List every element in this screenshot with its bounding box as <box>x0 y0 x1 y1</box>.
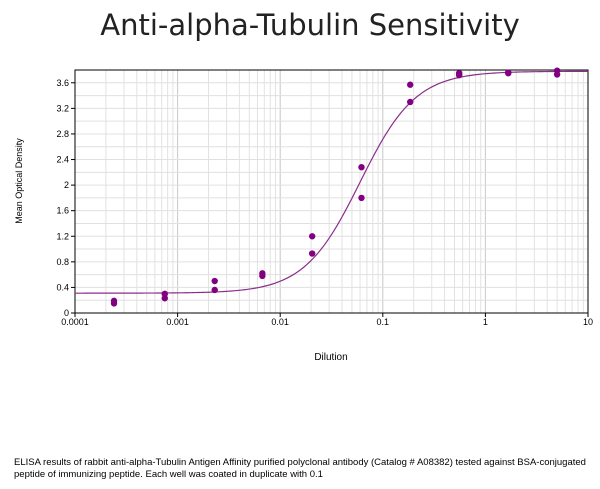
x-tick-label: 10 <box>583 317 593 327</box>
data-point <box>308 233 316 240</box>
y-tick-label: 3.6 <box>56 78 69 88</box>
data-point <box>358 164 365 171</box>
data-point <box>505 69 512 77</box>
x-tick-label: 0.0001 <box>61 317 89 327</box>
y-tick-label: 1.6 <box>56 206 69 216</box>
figure-caption: ELISA results of rabbit anti-alpha-Tubul… <box>14 457 586 480</box>
grid-lines <box>74 70 588 313</box>
x-tick-label: 1 <box>483 317 488 327</box>
y-tick-label: 2 <box>64 180 69 190</box>
data-point <box>553 71 561 78</box>
fit-curve <box>75 70 589 294</box>
data-points <box>110 67 561 307</box>
data-point <box>308 250 316 257</box>
data-point <box>161 290 168 298</box>
plot-frame <box>74 69 589 314</box>
chart-plot: 0.0001 0.001 0.01 0.1 1 10 0 0.4 0.8 1.2 1.6 2 2.4 2… <box>14 67 593 363</box>
y-tick-label: 1.2 <box>56 231 69 241</box>
data-point <box>358 194 365 202</box>
x-tick-label: 0.01 <box>271 317 289 327</box>
x-tick-label: 0.001 <box>166 317 189 327</box>
y-tick-label: 0 <box>64 308 69 318</box>
y-tick-label: 3.2 <box>56 103 69 113</box>
y-tick-label: 2.4 <box>56 155 69 165</box>
data-point <box>211 277 218 285</box>
data-point <box>259 272 266 280</box>
x-axis-label: Dilution <box>314 352 347 363</box>
data-point <box>407 98 414 106</box>
data-point <box>110 300 118 307</box>
y-tick-label: 0.8 <box>56 257 69 267</box>
data-point <box>455 71 463 79</box>
y-axis-label: Mean Optical Density <box>14 138 24 224</box>
chart-title: Anti-alpha-Tubulin Sensitivity <box>100 8 520 42</box>
x-ticks: 0.0001 0.001 0.01 0.1 1 10 <box>61 313 593 327</box>
data-point <box>407 81 414 88</box>
data-point <box>161 295 168 302</box>
x-tick-label: 0.1 <box>377 317 390 327</box>
y-tick-label: 0.4 <box>56 282 69 292</box>
y-tick-label: 2.8 <box>56 129 69 139</box>
data-point <box>211 286 218 294</box>
y-ticks: 0 0.4 0.8 1.2 1.6 2 2.4 2.8 3.2 3.6 <box>56 78 75 318</box>
